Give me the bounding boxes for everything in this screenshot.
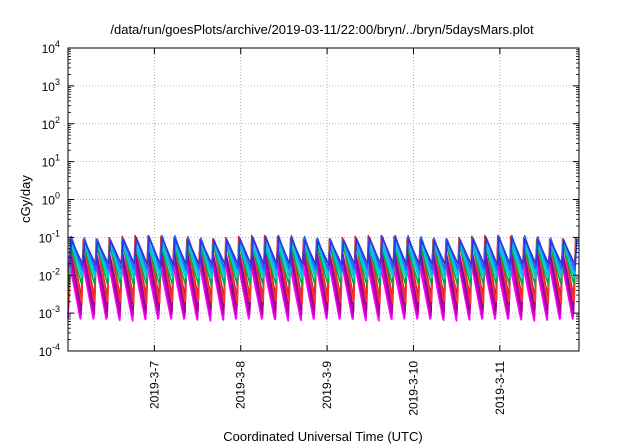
series-line — [68, 238, 577, 305]
y-tick-label: 10-3 — [39, 304, 60, 321]
x-tick-label: 2019-3-8 — [234, 361, 248, 409]
y-tick-label: 101 — [42, 153, 60, 170]
y-tick-label: 10-4 — [39, 342, 60, 359]
y-tick-label: 104 — [42, 39, 60, 56]
series-line — [67, 249, 576, 313]
series-line — [67, 261, 576, 322]
y-tick-label: 100 — [42, 191, 60, 208]
series-line — [68, 240, 577, 280]
series-layer — [67, 234, 578, 322]
series-line — [68, 238, 578, 275]
x-tick-label: 2019-3-9 — [320, 361, 334, 409]
series-line — [68, 234, 577, 298]
x-tick-label: 2019-3-10 — [406, 361, 420, 416]
y-axis: 10-4 10-3 10-2 10-1 100 101 102 103 104 — [39, 39, 579, 359]
y-tick-label: 10-1 — [39, 228, 60, 245]
series-line — [68, 243, 577, 287]
series-line — [67, 246, 577, 307]
x-tick-label: 2019-3-7 — [147, 361, 161, 409]
chart-title: /data/run/goesPlots/archive/2019-03-11/2… — [110, 22, 534, 37]
series-line — [68, 234, 578, 272]
x-axis: 2019-3-7 2019-3-8 2019-3-9 2019-3-10 2019-3-… — [147, 48, 507, 416]
y-tick-label: 103 — [42, 77, 60, 94]
x-axis-label: Coordinated Universal Time (UTC) — [223, 429, 422, 444]
series-line — [69, 236, 578, 267]
y-tick-label: 102 — [42, 115, 60, 132]
series-line — [67, 254, 576, 318]
x-tick-label: 2019-3-11 — [493, 361, 507, 415]
y-axis-label: cGy/day — [18, 175, 33, 223]
y-tick-label: 10-2 — [39, 266, 60, 283]
